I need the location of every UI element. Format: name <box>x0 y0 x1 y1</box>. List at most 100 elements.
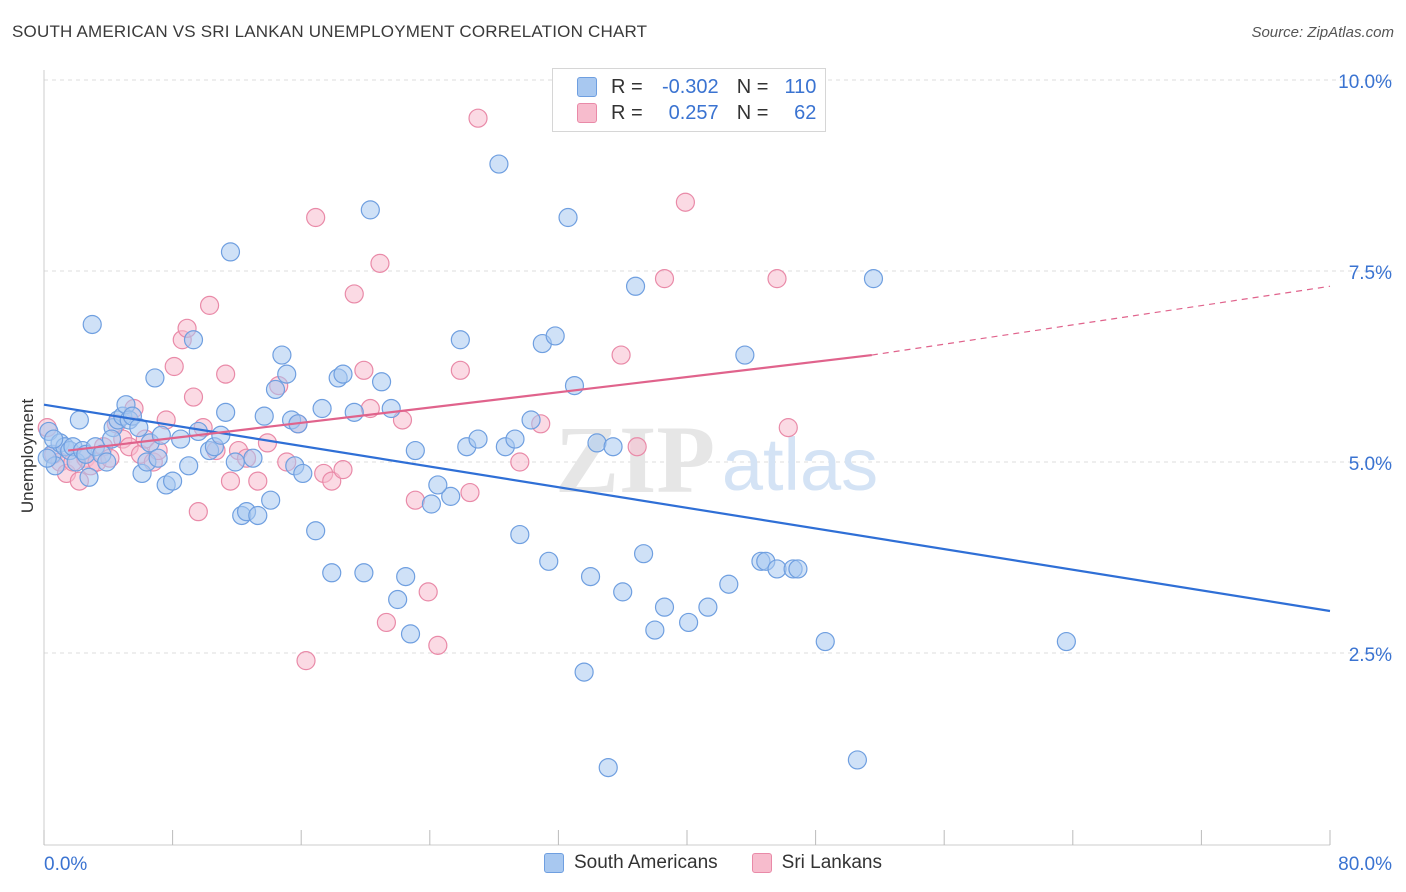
south-americans-points <box>37 154 1076 778</box>
data-point <box>306 207 326 228</box>
data-point <box>388 589 408 610</box>
data-point <box>254 406 274 426</box>
data-point <box>418 582 438 602</box>
series-label: Sri Lankans <box>781 852 882 873</box>
data-point <box>611 345 631 365</box>
data-point <box>370 253 390 273</box>
watermark: ZIP atlas <box>555 406 878 513</box>
series-legend-sri-lankans[interactable]: Sri Lankans <box>751 852 882 874</box>
data-point <box>164 356 184 377</box>
data-point <box>633 544 654 564</box>
data-point <box>510 452 530 472</box>
y-tick-label: 7.5% <box>1349 263 1392 284</box>
data-point <box>675 192 695 212</box>
legend-r-label: R = <box>611 101 643 124</box>
data-point <box>587 433 607 453</box>
data-point <box>183 330 204 350</box>
data-point <box>654 597 675 617</box>
data-point <box>248 471 268 491</box>
data-point <box>539 551 559 571</box>
data-point <box>645 620 665 640</box>
data-point <box>171 429 191 449</box>
data-point <box>788 559 808 579</box>
data-point <box>293 463 313 484</box>
data-point <box>272 345 292 365</box>
data-point <box>37 448 57 468</box>
data-point <box>129 418 149 438</box>
data-point <box>428 475 448 495</box>
data-point <box>79 467 99 487</box>
data-point <box>322 471 342 491</box>
data-point <box>376 612 396 633</box>
data-point <box>767 559 787 579</box>
data-point <box>460 482 480 503</box>
data-point <box>613 582 633 602</box>
data-point <box>778 418 798 438</box>
gridlines <box>44 79 1392 654</box>
data-point <box>381 398 401 419</box>
data-point <box>69 410 89 430</box>
legend-n-value: 62 <box>794 101 817 124</box>
legend-row-sri-lankans: R = 0.257 N = 62 <box>577 101 816 125</box>
data-point <box>421 494 442 514</box>
y-tick-label: 5.0% <box>1349 454 1392 475</box>
data-point <box>719 574 739 594</box>
data-point <box>261 490 281 510</box>
data-point <box>179 456 199 476</box>
data-point <box>735 345 755 365</box>
trendline-sri-lankans-extension <box>871 285 1331 356</box>
data-point <box>82 314 102 335</box>
data-point <box>400 624 421 644</box>
data-point <box>216 364 236 384</box>
data-point <box>257 433 278 453</box>
data-point <box>163 471 183 491</box>
legend-r-value: 0.257 <box>668 101 719 124</box>
data-point <box>863 269 884 289</box>
data-point <box>679 612 699 633</box>
source-credit: Source: ZipAtlas.com <box>1251 24 1394 41</box>
data-point <box>545 326 565 346</box>
series-swatch-pink <box>751 853 772 873</box>
series-label: South Americans <box>574 852 718 873</box>
data-point <box>211 425 231 445</box>
sri-lankans-points <box>37 108 798 671</box>
series-swatch-blue <box>544 853 564 873</box>
trendline-south-americans <box>43 403 1331 613</box>
data-point <box>468 108 488 128</box>
data-point <box>354 563 374 583</box>
data-point <box>627 437 647 457</box>
data-point <box>371 372 392 392</box>
data-point <box>151 425 171 445</box>
legend-n-label: N = <box>736 101 769 124</box>
legend-r-value: -0.302 <box>661 75 719 98</box>
x-tick-labels: 0.0% 80.0% <box>44 854 1392 875</box>
data-point <box>405 490 425 510</box>
data-point <box>216 402 236 422</box>
data-point <box>580 566 601 587</box>
data-point <box>574 662 594 682</box>
trendlines <box>43 285 1331 613</box>
data-point <box>767 269 787 289</box>
data-point <box>654 269 675 289</box>
data-point <box>698 597 718 617</box>
data-point <box>220 242 241 262</box>
data-point <box>396 566 416 587</box>
data-point <box>183 387 204 407</box>
data-point <box>598 757 618 778</box>
data-point <box>847 750 867 770</box>
data-point <box>333 364 353 384</box>
legend-n-label: N = <box>736 75 769 98</box>
data-point <box>97 452 117 472</box>
data-point <box>344 284 364 304</box>
legend-swatch-blue <box>577 77 597 97</box>
series-legend-south-americans[interactable]: South Americans <box>544 852 718 874</box>
data-point <box>468 429 488 449</box>
y-tick-label: 10.0% <box>1338 72 1392 93</box>
data-point <box>333 460 353 480</box>
data-point <box>354 360 374 380</box>
data-point <box>306 521 326 541</box>
data-point <box>148 448 168 468</box>
y-tick-labels: 2.5% 5.0% 7.5% 10.0% <box>1338 72 1392 666</box>
data-point <box>44 429 64 449</box>
data-point <box>225 452 245 472</box>
